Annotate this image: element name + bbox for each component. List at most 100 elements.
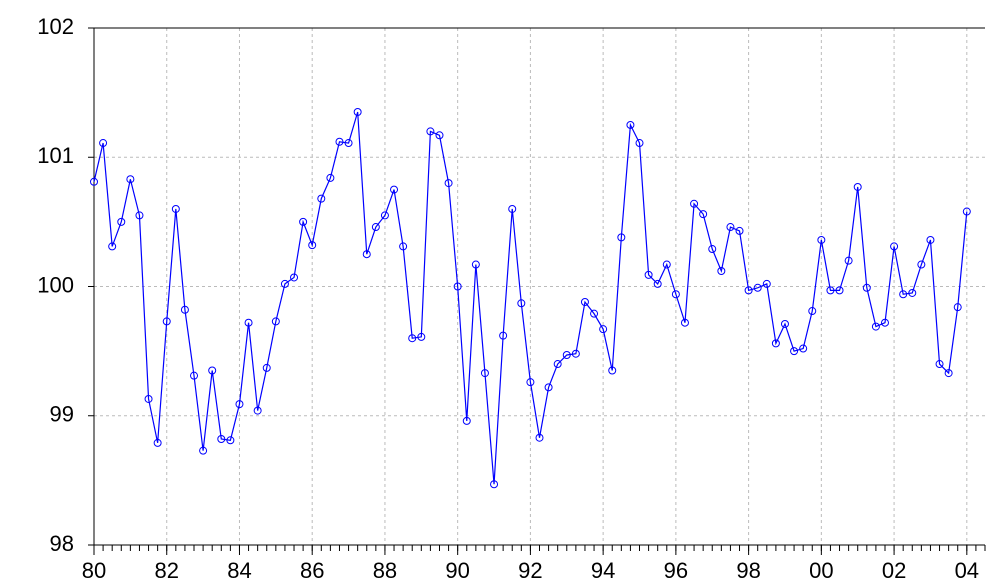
marker [662, 260, 671, 269]
marker [626, 120, 635, 129]
marker [208, 366, 217, 375]
marker [699, 210, 708, 219]
marker [735, 226, 744, 235]
marker [453, 282, 462, 291]
marker [362, 250, 371, 259]
marker [599, 325, 608, 334]
marker [708, 245, 717, 254]
marker [190, 371, 199, 380]
marker [244, 318, 253, 327]
marker [880, 318, 889, 327]
marker [608, 366, 617, 375]
marker [490, 480, 499, 489]
x-tick-label: 96 [664, 558, 688, 583]
x-tick-label: 02 [882, 558, 906, 583]
y-tick-label: 102 [37, 14, 74, 39]
marker [817, 235, 826, 244]
marker [780, 319, 789, 328]
marker [108, 242, 117, 251]
marker [326, 173, 335, 182]
marker [690, 199, 699, 208]
marker [471, 260, 480, 269]
marker [335, 137, 344, 146]
marker [317, 194, 326, 203]
line [93, 111, 968, 485]
marker [153, 438, 162, 447]
marker [526, 378, 535, 387]
marker [917, 260, 926, 269]
marker [390, 185, 399, 194]
marker [671, 290, 680, 299]
marker [171, 204, 180, 213]
x-tick-label: 88 [373, 558, 397, 583]
marker [844, 256, 853, 265]
marker [580, 298, 589, 307]
marker [426, 127, 435, 136]
marker [762, 279, 771, 288]
marker [299, 217, 308, 226]
x-tick-label: 86 [300, 558, 324, 583]
marker [535, 433, 544, 442]
marker [571, 349, 580, 358]
marker [808, 307, 817, 316]
marker [417, 332, 426, 341]
marker [135, 211, 144, 220]
marker [899, 290, 908, 299]
marker [117, 217, 126, 226]
marker [180, 305, 189, 314]
marker [926, 235, 935, 244]
marker [399, 242, 408, 251]
marker [290, 273, 299, 282]
x-tick-label: 98 [736, 558, 760, 583]
marker [790, 347, 799, 356]
y-tick-label: 98 [50, 531, 74, 556]
x-tick-label: 92 [518, 558, 542, 583]
marker [408, 334, 417, 343]
marker [235, 400, 244, 409]
marker [99, 139, 108, 148]
marker [644, 270, 653, 279]
marker [371, 223, 380, 232]
marker [253, 406, 262, 415]
marker [635, 139, 644, 148]
marker [799, 344, 808, 353]
marker [144, 394, 153, 403]
marker [744, 286, 753, 295]
x-tick-label: 94 [591, 558, 615, 583]
marker [835, 286, 844, 295]
marker [935, 360, 944, 369]
x-tick-label: 82 [154, 558, 178, 583]
marker [753, 283, 762, 292]
marker [226, 436, 235, 445]
x-tick-label: 90 [445, 558, 469, 583]
marker [499, 331, 508, 340]
x-tick-label: 84 [227, 558, 251, 583]
y-tick-label: 101 [37, 143, 74, 168]
marker [126, 175, 135, 184]
marker [462, 416, 471, 425]
x-tick-label: 00 [809, 558, 833, 583]
marker [553, 360, 562, 369]
marker [890, 242, 899, 251]
marker [380, 211, 389, 220]
marker [871, 322, 880, 331]
marker [435, 131, 444, 140]
marker [90, 177, 98, 186]
y-tick-label: 100 [37, 272, 74, 297]
marker [217, 435, 226, 444]
marker [680, 318, 689, 327]
marker [262, 363, 271, 372]
marker [717, 266, 726, 275]
x-tick-label: 80 [82, 558, 106, 583]
marker [308, 241, 317, 250]
marker [544, 383, 553, 392]
marker [508, 204, 517, 213]
marker [853, 182, 862, 191]
marker [271, 317, 280, 326]
marker [344, 139, 353, 148]
marker [280, 279, 289, 288]
marker [944, 369, 953, 378]
marker [962, 207, 971, 216]
marker [653, 279, 662, 288]
